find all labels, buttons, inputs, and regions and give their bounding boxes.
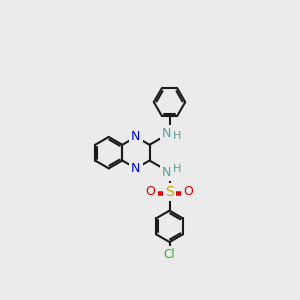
Text: N: N xyxy=(131,162,141,175)
Text: O: O xyxy=(146,185,155,198)
Text: N: N xyxy=(162,127,171,140)
Text: S: S xyxy=(165,185,174,199)
Text: N: N xyxy=(162,166,171,178)
Text: Cl: Cl xyxy=(164,248,175,261)
Text: H: H xyxy=(173,164,181,174)
Text: H: H xyxy=(173,131,181,141)
Text: N: N xyxy=(131,130,141,143)
Text: O: O xyxy=(184,185,194,198)
